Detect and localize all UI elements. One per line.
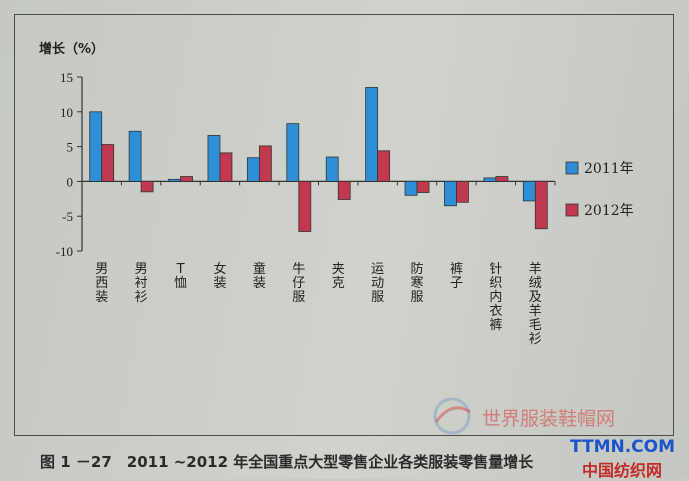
bar-2012 [456,180,469,203]
y-tick-label: 5 [67,140,74,155]
category-label: 童装 [253,261,266,291]
y-tick-label: -5 [62,209,73,224]
category-label: 运动服 [371,262,384,305]
bar-2011 [207,135,221,182]
bar-2011 [325,156,339,182]
bar-2011 [483,177,497,182]
watermark-logo-icon [433,397,471,435]
category-label: 羊绒及羊毛衫 [529,261,542,347]
category-label: 女装 [213,261,226,291]
figure-caption: 图 1 －27 2011 ~2012 年全国重点大型零售企业各类服装零售量增长 [40,453,534,471]
bar-2011 [246,157,260,182]
bar-2012 [416,180,430,193]
category-label: 夹克 [332,262,345,291]
legend-label: 2011年 [584,161,634,177]
bar-2012 [377,150,391,182]
bar-2011 [444,180,457,207]
bar-2012 [180,176,193,182]
bar-2012 [219,152,233,182]
chart-frame: 15 10 5 0 -5 -10 增长（%） 男西装 男衬衫 T 恤女装 童装 牛仔服 夹克 运动服 防寒服 裤… [14,14,674,436]
y-tick-label: -10 [56,244,73,259]
legend-swatch [565,161,579,175]
category-label: 牛仔服 [292,262,305,305]
category-label: 男西装 [95,262,108,305]
site-logo-english: TTMN.COM [570,437,676,457]
y-tick-label: 10 [60,105,73,120]
y-axis-label: 增长（%） [39,41,104,57]
bar-2012 [101,144,115,182]
bar-2012 [337,180,351,200]
bar-2011 [286,123,300,182]
bar-2011 [128,130,142,182]
bar-2012 [495,176,509,182]
bar-2011 [365,87,379,182]
site-logo-chinese: 中国纺织网 [582,461,663,480]
y-tick-label: 0 [67,174,74,189]
category-label: 裤子 [450,262,463,291]
bar-2011 [89,111,103,182]
bar-2012 [298,180,312,232]
bar-2012 [140,180,154,193]
y-tick-label: 15 [60,70,73,85]
bar-2011 [522,180,536,202]
bar-2011 [404,180,418,196]
bar-2011 [168,178,181,182]
bar-2012 [258,145,272,182]
legend-swatch [565,203,579,217]
watermark-text: 世界服装鞋帽网 [482,408,616,430]
bar-2012 [534,180,548,230]
legend-label: 2012年 [584,203,634,219]
category-label: 防寒服 [411,261,424,305]
category-label: 针织内衣裤 [489,262,502,333]
category-label: 男衬衫 [135,262,148,305]
